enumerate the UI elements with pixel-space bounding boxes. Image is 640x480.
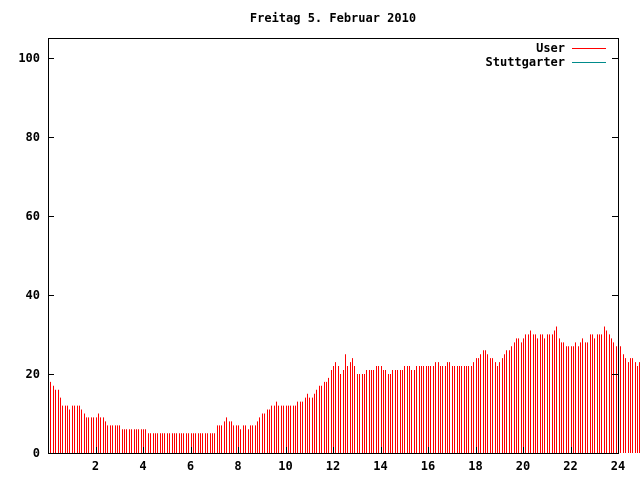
- y-tick-label: 20: [26, 367, 40, 381]
- x-tick-label: 18: [468, 459, 482, 473]
- x-tick-label: 24: [611, 459, 625, 473]
- x-tick-label: 12: [326, 459, 340, 473]
- x-tick-label: 16: [421, 459, 435, 473]
- x-tick-label: 2: [92, 459, 99, 473]
- y-tick-label: 40: [26, 288, 40, 302]
- x-tick-label: 6: [187, 459, 194, 473]
- y-tick-label: 0: [33, 446, 40, 460]
- plot-frame: [48, 38, 619, 454]
- legend: User Stuttgarter: [486, 41, 606, 69]
- x-tick-label: 4: [139, 459, 146, 473]
- x-tick-label: 10: [278, 459, 292, 473]
- user-series-bars: [50, 326, 640, 453]
- y-tick-label: 80: [26, 130, 40, 144]
- y-tick-label: 100: [18, 51, 40, 65]
- chart-title: Freitag 5. Februar 2010: [250, 11, 416, 25]
- x-tick-label: 20: [516, 459, 530, 473]
- x-tick-label: 8: [234, 459, 241, 473]
- x-tick-label: 22: [563, 459, 577, 473]
- x-tick-label: 14: [373, 459, 387, 473]
- legend-label-stuttgarter: Stuttgarter: [486, 55, 565, 69]
- y-tick-label: 60: [26, 209, 40, 223]
- legend-label-user: User: [536, 41, 565, 55]
